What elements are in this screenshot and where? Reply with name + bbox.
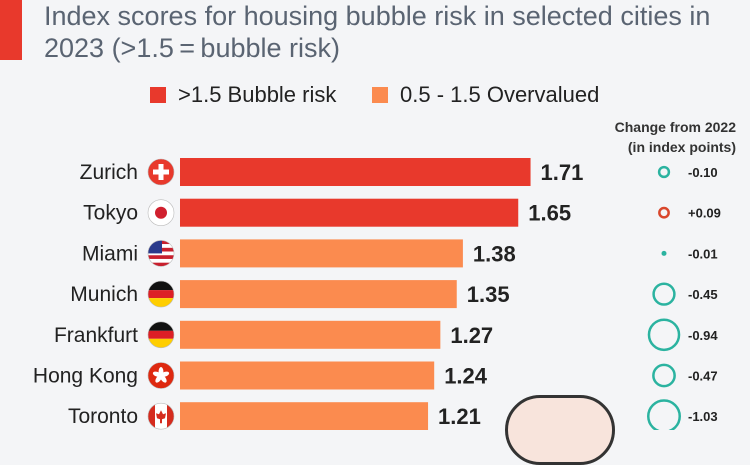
value-label: 1.38 [473,241,516,266]
value-label: 1.21 [438,404,481,429]
change-label: -0.47 [688,369,718,384]
legend-swatch-overvalued [372,87,388,103]
value-label: 1.24 [444,364,488,389]
category-label: Miami [82,242,138,265]
bar-chart: Zurich 1.71 -0.10 Tokyo 1.65 +0.09 Miami 1.38 -0… [33,158,721,430]
change-circle [661,250,667,256]
canada-flag-icon [147,402,175,430]
change-label: -0.10 [688,165,718,180]
change-circle [658,206,670,219]
category-label: Hong Kong [33,365,138,388]
category-label: Frankfurt [54,324,138,347]
bar [180,361,435,390]
bar-row: Toronto 1.21 -1.03 [68,399,718,430]
bar-row: Zurich 1.71 -0.10 [80,158,718,186]
value-label: 1.27 [450,323,493,348]
bar [180,198,519,227]
bar-row: Tokyo 1.65 +0.09 [83,198,721,227]
change-circle [652,363,676,388]
japan-flag-icon [147,199,175,226]
value-label: 1.71 [541,160,584,185]
value-label: 1.35 [467,282,510,307]
switzerland-flag-icon [147,158,175,186]
bar [180,320,441,349]
usa-flag-icon [147,240,175,267]
bar [180,280,457,309]
change-header-line-1: Change from 2022 [614,119,736,135]
germany-flag-icon [147,280,175,308]
bar [180,239,463,268]
hong-kong-flag-icon [147,362,175,389]
legend-label-overvalued: 0.5 - 1.5 Overvalued [400,82,600,107]
legend-label-bubble-risk: >1.5 Bubble risk [178,82,337,107]
bar-row: Munich 1.35 -0.45 [70,280,718,309]
change-column-header: Change from 2022 (in index points) [615,117,736,157]
change-circle [647,318,681,352]
value-label: 1.65 [528,201,571,226]
bar-row: Frankfurt 1.27 -0.94 [54,318,718,352]
change-circle [657,165,671,179]
category-label: Toronto [68,405,138,428]
change-label: +0.09 [688,206,721,221]
change-label: -1.03 [688,409,718,424]
bar [180,402,429,430]
change-label: -0.45 [688,287,718,302]
germany-flag-icon [147,321,175,349]
legend-item-overvalued: 0.5 - 1.5 Overvalued [372,82,599,108]
title-accent-bar [0,0,22,60]
category-label: Munich [70,283,138,306]
legend-swatch-bubble-risk [150,87,166,103]
change-circle [652,282,676,306]
change-label: -0.01 [688,246,718,261]
change-label: -0.94 [688,328,718,343]
bar-row: Miami 1.38 -0.01 [82,239,718,268]
category-label: Zurich [80,161,138,184]
chart-title: Index scores for housing bubble risk in … [44,1,711,63]
legend-item-bubble-risk: >1.5 Bubble risk [150,82,336,108]
category-label: Tokyo [83,202,138,225]
bar-row: Hong Kong 1.24 -0.47 [33,361,718,390]
change-header-line-2: (in index points) [627,139,736,155]
change-circle [647,399,681,430]
bar [180,158,531,186]
